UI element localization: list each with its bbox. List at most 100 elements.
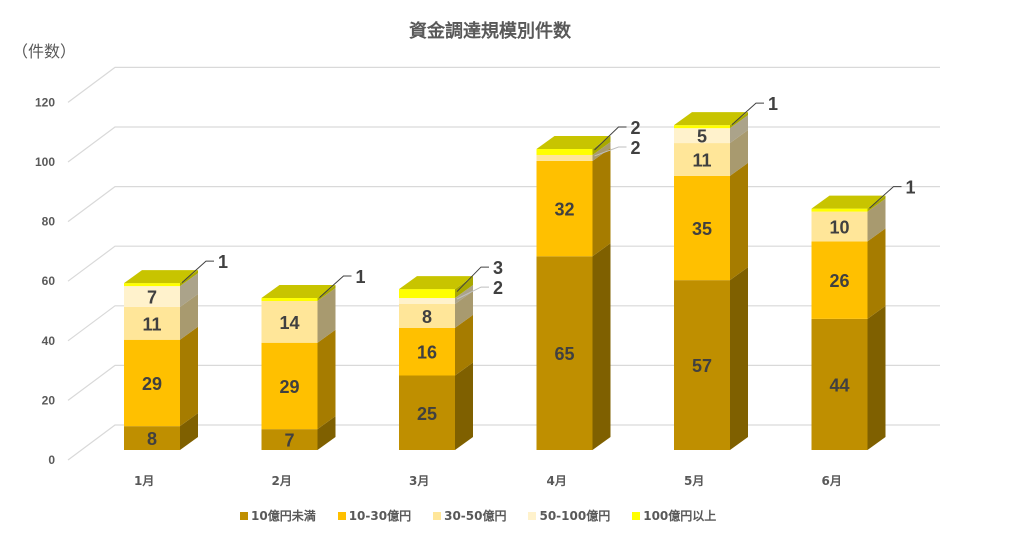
bar-segment (536, 154, 593, 161)
bar-segment (811, 208, 868, 212)
bar-segment-side (317, 416, 336, 450)
bar-segment-side (592, 147, 611, 257)
legend-item: 10億円未満 (240, 507, 316, 524)
bar-segment-side (730, 115, 748, 144)
bar-top-face (261, 285, 336, 299)
bar-stack: 7 29 14 1 (261, 267, 366, 451)
legend-item: 30-50億円 (433, 507, 506, 524)
x-tick-label: 3月 (409, 474, 429, 488)
data-label: 29 (279, 377, 299, 397)
bar-segment (674, 280, 730, 450)
data-label: 11 (142, 314, 161, 334)
gridline (67, 305, 940, 342)
gridline (67, 245, 940, 282)
callout-label: 1 (218, 252, 228, 272)
bar-segment-side (592, 243, 611, 450)
gridline (67, 126, 940, 163)
bar-segment-side (455, 314, 473, 376)
bar-segment-side (867, 198, 886, 242)
bar-top-face (399, 276, 473, 290)
gridlines (67, 66, 940, 461)
bar-top-face (811, 195, 886, 209)
bar-segment-side (730, 267, 748, 450)
callout-leader-line (456, 286, 489, 300)
bar-segment (261, 298, 318, 301)
bar-segment (261, 301, 318, 343)
data-label: 11 (692, 150, 711, 170)
data-label: 8 (147, 429, 157, 449)
callout-leader-line (594, 126, 627, 151)
bar-stack: 25 16 8 32 (399, 258, 503, 450)
legend-swatch-icon (337, 511, 346, 520)
data-label: 29 (142, 374, 162, 394)
bar-segment-side (867, 195, 886, 212)
legend-item: 50-100億円 (528, 507, 610, 524)
callout-leader-line (869, 186, 902, 209)
y-tick-label: 60 (42, 274, 56, 288)
bars: 8291171729141251683265322257351151442610… (124, 94, 916, 451)
y-tick-label: 80 (42, 215, 56, 229)
x-tick-label: 2月 (272, 474, 292, 488)
bar-segment-side (867, 228, 886, 319)
data-label: 7 (284, 431, 294, 451)
bar-segment (399, 375, 455, 450)
legend-label: 10-30億円 (348, 509, 412, 523)
bar-segment (124, 426, 180, 450)
callout-label: 1 (768, 94, 778, 114)
data-label: 32 (554, 200, 574, 220)
bar-segment-side (180, 273, 198, 307)
bar-segment-side (317, 285, 336, 301)
bar-top-face (124, 270, 198, 284)
bar-segment-side (455, 276, 473, 299)
bar-segment (536, 256, 593, 450)
bar-segment-side (455, 290, 473, 328)
bar-segment (261, 342, 318, 430)
bar-segment (811, 241, 868, 319)
bar-segment-side (455, 285, 473, 304)
bar-segment (674, 143, 730, 176)
callout-label: 3 (493, 258, 503, 278)
bar-segment-side (180, 413, 198, 450)
gridline (67, 66, 940, 103)
bar-segment-side (730, 130, 748, 176)
y-tick-label: 20 (42, 393, 56, 407)
bar-segment (811, 211, 868, 242)
legend-swatch-icon (632, 511, 641, 520)
data-label: 5 (697, 127, 707, 147)
callout-label: 1 (356, 267, 366, 287)
bar-segment-side (592, 136, 611, 155)
bar-segment (399, 327, 455, 376)
bar-segment-side (455, 362, 473, 450)
bar-segment-side (592, 141, 611, 161)
callout-label: 1 (906, 178, 916, 198)
legend-label: 50-100億円 (539, 509, 611, 523)
gridline (67, 364, 940, 401)
y-tick-label: 120 (35, 95, 55, 109)
data-label: 26 (829, 271, 849, 291)
data-label: 7 (147, 288, 157, 308)
gridline (67, 424, 940, 461)
y-tick-label: 40 (42, 334, 56, 348)
y-tick-label: 100 (35, 155, 55, 169)
bar-segment (536, 160, 593, 257)
chart-title: 資金調達規模別件数 (409, 21, 571, 42)
bar-segment (536, 149, 593, 155)
legend-label: 30-50億円 (444, 509, 507, 523)
callout-leader-line (319, 275, 352, 298)
x-tick-label: 1月 (134, 474, 154, 488)
bar-segment (674, 175, 730, 281)
bar-segment (124, 339, 180, 427)
bar-segment-side (730, 112, 748, 129)
bar-top-face (536, 136, 611, 150)
data-label: 14 (279, 313, 299, 333)
callout-leader-line (731, 102, 764, 126)
bar-segment (674, 125, 730, 129)
bar-segment (399, 289, 455, 299)
bar-stack: 8 29 11 7 1 (124, 252, 228, 450)
bar-segment-side (180, 326, 198, 427)
bar-segment (399, 303, 455, 328)
y-axis-ticks: 0 20 40 60 80 100 120 (35, 95, 55, 467)
legend-item: 10-30億円 (337, 507, 412, 524)
legend-swatch-icon (528, 511, 537, 520)
